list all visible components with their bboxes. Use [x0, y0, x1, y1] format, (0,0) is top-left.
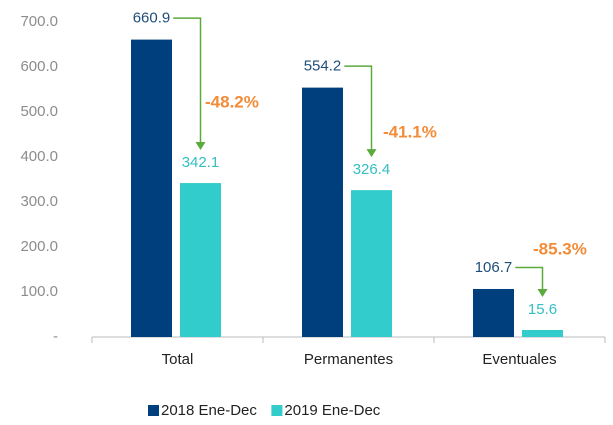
- legend-label: 2019 Ene-Dec: [284, 402, 380, 419]
- arrow-head: [366, 149, 377, 158]
- arrow-head: [537, 288, 548, 297]
- y-tick-label: 300.0: [20, 193, 58, 210]
- y-tick-label: 100.0: [20, 283, 58, 300]
- y-tick-label: 200.0: [20, 238, 58, 255]
- value-label: 342.1: [182, 154, 220, 171]
- legend-label: 2018 Ene-Dec: [161, 402, 257, 419]
- bar: [180, 183, 221, 337]
- y-tick-label: 600.0: [20, 58, 58, 75]
- arrow-head: [195, 142, 206, 151]
- bar: [131, 39, 172, 337]
- bar: [351, 190, 392, 337]
- arrow: [344, 65, 373, 152]
- arrow: [173, 17, 202, 145]
- y-tick-label: -: [53, 328, 58, 345]
- x-tick-label: Total: [162, 351, 194, 368]
- value-label: 554.2: [304, 58, 342, 75]
- annotation: -41.1%: [383, 122, 437, 141]
- bar: [522, 329, 563, 337]
- y-tick-label: 500.0: [20, 103, 58, 120]
- y-tick-label: 700.0: [20, 13, 58, 30]
- value-label: 326.4: [353, 161, 391, 178]
- y-tick-label: 400.0: [20, 148, 58, 165]
- arrow: [515, 266, 544, 291]
- value-label: 15.6: [528, 301, 557, 318]
- legend-swatch: [271, 405, 283, 416]
- annotation: -85.3%: [533, 239, 587, 258]
- legend-swatch: [148, 405, 159, 416]
- bar: [302, 87, 343, 337]
- value-label: 660.9: [133, 10, 171, 27]
- x-tick-label: Eventuales: [482, 351, 556, 368]
- bar: [473, 288, 514, 337]
- annotation: -48.2%: [205, 92, 259, 111]
- value-label: 106.7: [475, 259, 513, 276]
- x-tick-label: Permanentes: [304, 351, 393, 368]
